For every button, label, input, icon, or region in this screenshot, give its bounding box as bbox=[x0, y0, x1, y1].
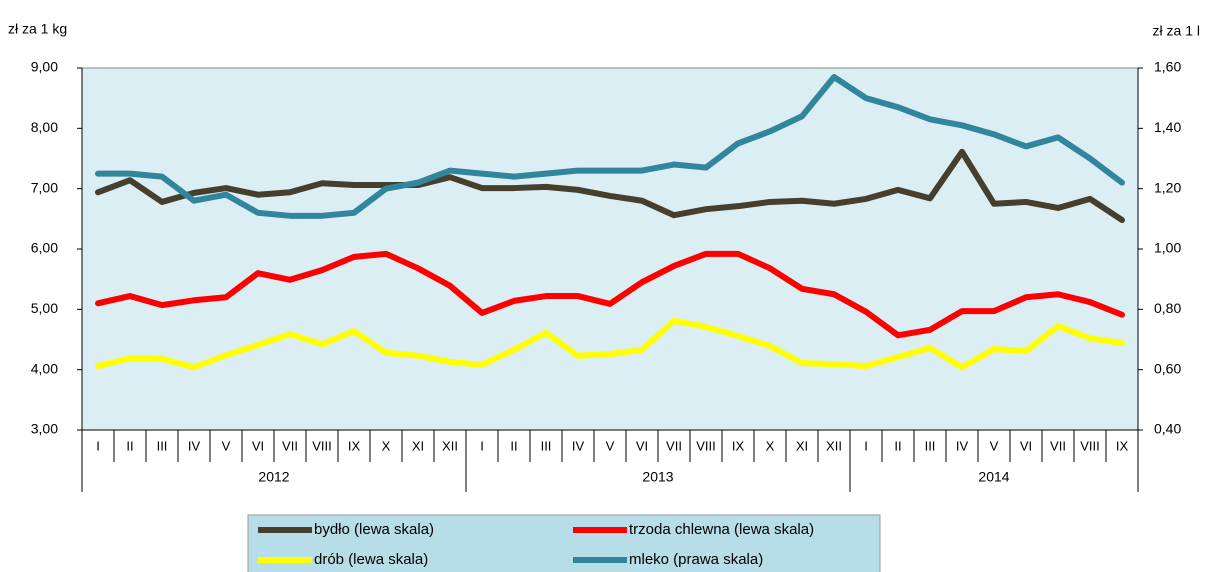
x-tick-label: I bbox=[96, 438, 100, 453]
x-tick-label: IX bbox=[1116, 438, 1129, 453]
x-tick-label: V bbox=[606, 438, 615, 453]
x-tick-label: IX bbox=[348, 438, 361, 453]
y-tick-label: 9,00 bbox=[31, 59, 58, 75]
y2-tick-label: 1,00 bbox=[1154, 240, 1181, 256]
x-tick-label: III bbox=[541, 438, 552, 453]
legend-label: drób (lewa skala) bbox=[314, 551, 428, 568]
x-tick-label: IV bbox=[572, 438, 585, 453]
x-tick-label: XII bbox=[442, 438, 458, 453]
x-tick-label: V bbox=[222, 438, 231, 453]
x-tick-label: VI bbox=[636, 438, 648, 453]
x-tick-label: X bbox=[382, 438, 391, 453]
y2-tick-label: 1,20 bbox=[1154, 179, 1181, 195]
x-tick-label: VI bbox=[252, 438, 264, 453]
series-line bbox=[95, 250, 1125, 339]
y-tick-label: 6,00 bbox=[31, 240, 58, 256]
x-tick-label: III bbox=[925, 438, 936, 453]
y2-tick-label: 0,80 bbox=[1154, 300, 1181, 316]
y2-tick-label: 1,60 bbox=[1154, 59, 1181, 75]
x-tick-label: XI bbox=[796, 438, 808, 453]
x-tick-label: VI bbox=[1020, 438, 1032, 453]
x-tick-label: IV bbox=[188, 438, 201, 453]
x-tick-label: I bbox=[864, 438, 868, 453]
x-tick-label: X bbox=[766, 438, 775, 453]
x-tick-label: VIII bbox=[696, 438, 716, 453]
y-tick-label: 4,00 bbox=[31, 360, 58, 376]
y-tick-label: 5,00 bbox=[31, 300, 58, 316]
legend bbox=[247, 514, 881, 572]
series-line bbox=[95, 74, 1125, 219]
x-tick-label: XI bbox=[412, 438, 424, 453]
x-tick-label: I bbox=[480, 438, 484, 453]
x-tick-label: VII bbox=[282, 438, 298, 453]
x-tick-label: V bbox=[990, 438, 999, 453]
legend-label: trzoda chlewna (lewa skala) bbox=[629, 521, 814, 538]
y-tick-label: 7,00 bbox=[31, 179, 58, 195]
x-tick-label: II bbox=[894, 438, 901, 453]
plot-area bbox=[81, 67, 1139, 431]
x-group-label: 2013 bbox=[642, 469, 673, 485]
x-tick-label: VII bbox=[1050, 438, 1066, 453]
x-tick-label: III bbox=[157, 438, 168, 453]
x-group-label: 2012 bbox=[258, 469, 289, 485]
series-line bbox=[95, 148, 1125, 224]
x-tick-label: IX bbox=[732, 438, 745, 453]
y-tick-label: 3,00 bbox=[31, 421, 58, 437]
x-tick-label: IV bbox=[956, 438, 969, 453]
y2-tick-label: 0,40 bbox=[1154, 421, 1181, 437]
x-tick-label: II bbox=[126, 438, 133, 453]
legend-label: mleko (prawa skala) bbox=[629, 551, 763, 568]
y-tick-label: 8,00 bbox=[31, 119, 58, 135]
y2-axis-label: zł za 1 l bbox=[1153, 23, 1200, 39]
x-tick-label: XII bbox=[826, 438, 842, 453]
series-line bbox=[95, 317, 1125, 371]
x-group-label: 2014 bbox=[978, 469, 1009, 485]
y-axis-label: zł za 1 kg bbox=[8, 21, 67, 37]
x-tick-label: VIII bbox=[1080, 438, 1100, 453]
x-tick-label: VII bbox=[666, 438, 682, 453]
x-tick-label: II bbox=[510, 438, 517, 453]
x-tick-label: VIII bbox=[312, 438, 332, 453]
y2-tick-label: 0,60 bbox=[1154, 360, 1181, 376]
y2-tick-label: 1,40 bbox=[1154, 119, 1181, 135]
legend-label: bydło (lewa skala) bbox=[314, 521, 434, 538]
